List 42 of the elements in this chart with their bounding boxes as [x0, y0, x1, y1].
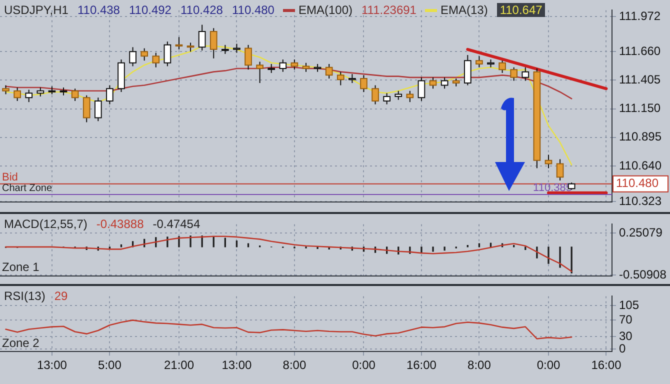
y-tick-label: 70	[619, 312, 633, 326]
x-tick-label: 13:00	[36, 358, 68, 372]
x-tick-label: 5:00	[98, 358, 122, 372]
y-tick-label: 111.405	[619, 72, 661, 87]
text: Zone 1	[2, 260, 40, 274]
y-tick-label: 105	[619, 298, 640, 312]
text: 110.480	[616, 176, 659, 190]
x-tick-label: 8:00	[468, 358, 492, 372]
annotation: 110.492	[128, 3, 172, 17]
text: Zone 2	[2, 336, 40, 350]
annotation: -0.43888	[96, 217, 144, 231]
ref-line-label: Bid	[2, 171, 18, 184]
annotation: 110.428	[180, 3, 223, 17]
legend-label: EMA(13)	[440, 3, 488, 17]
annotation: 29	[54, 289, 68, 303]
y-tick-label: 110.895	[619, 130, 662, 144]
annotation: 110.438	[77, 3, 120, 17]
x-tick-label: 0:00	[352, 358, 376, 372]
x-tick-label: 16:00	[591, 358, 622, 372]
text: Chart Zone	[2, 182, 52, 194]
chart-title: USDJPY,H1	[4, 3, 68, 17]
y-tick-label: 110.323	[619, 194, 662, 208]
annotation: 111.23691	[362, 3, 416, 17]
x-tick-label: 21:00	[164, 358, 194, 372]
y-tick-label: 111.660	[619, 44, 661, 58]
y-tick-label: 111.150	[619, 101, 661, 116]
y-tick-label: -0.50908	[619, 268, 667, 282]
annotation: -0.47454	[152, 217, 200, 231]
y-tick-label: 0	[619, 341, 626, 356]
chart-title: RSI(13)	[4, 289, 46, 303]
annotation: 110.480	[232, 3, 274, 17]
y-tick-label: 111.972	[619, 9, 661, 24]
y-tick-label: 0.25079	[619, 225, 663, 240]
x-tick-label: 13:00	[222, 358, 252, 372]
y-tick-label: 110.640	[619, 158, 662, 172]
x-tick-label: 16:00	[406, 358, 437, 372]
annotation: 110.647	[496, 3, 546, 17]
x-tick-label: 0:00	[536, 358, 560, 372]
y-tick-label: 30	[619, 329, 633, 344]
legend-label: EMA(100)	[298, 3, 353, 17]
x-tick-label: 8:00	[282, 358, 306, 372]
chart-title: MACD(12,55,7)	[4, 217, 88, 231]
